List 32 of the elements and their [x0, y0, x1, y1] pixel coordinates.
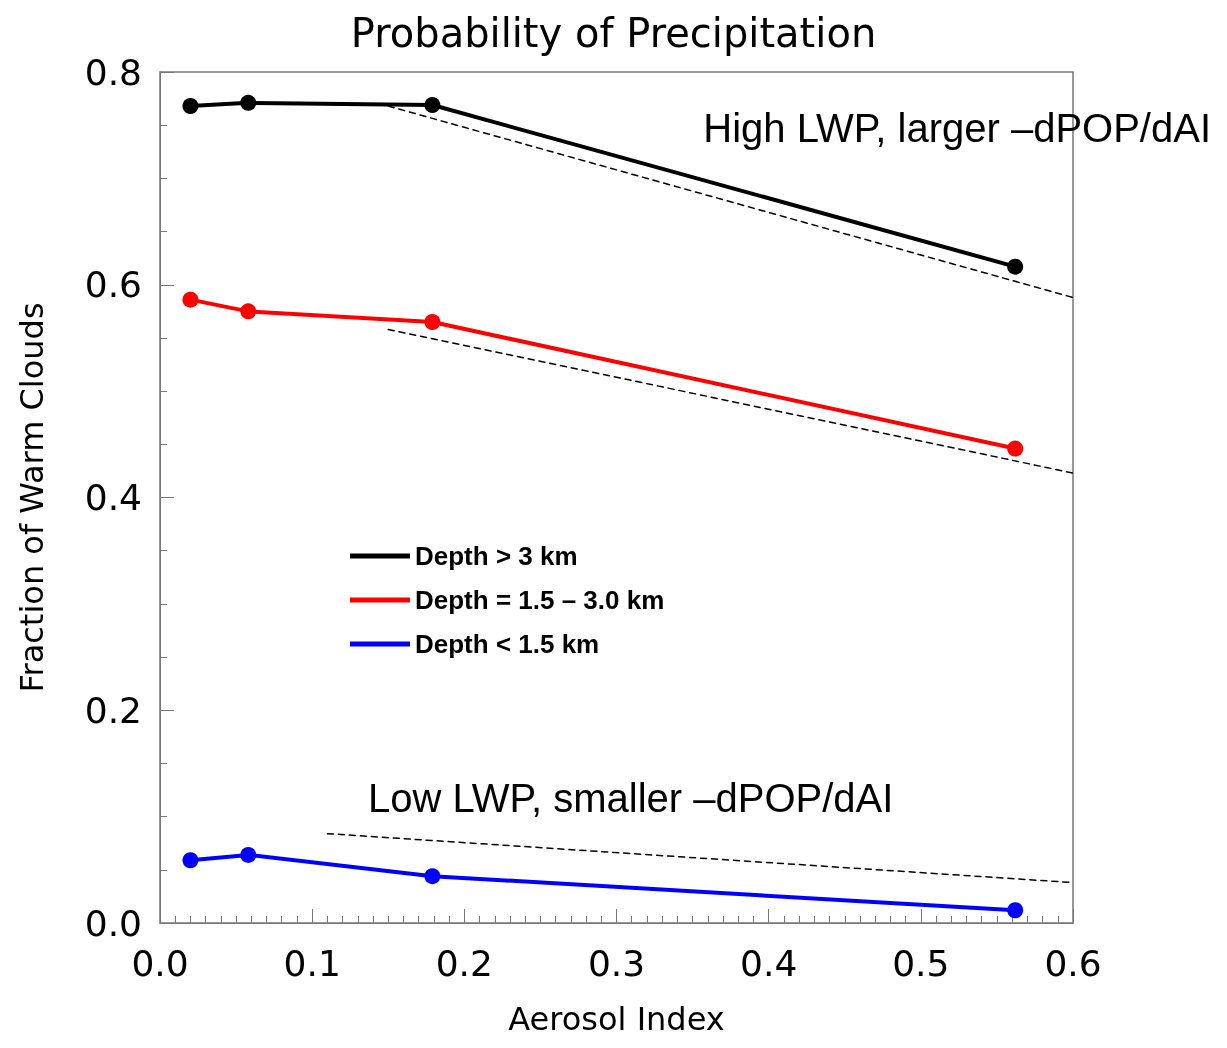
- point: [1007, 440, 1024, 457]
- point: [1007, 902, 1024, 919]
- x-tick-label: 0.2: [435, 942, 493, 984]
- y-tick-label: 0.4: [84, 477, 142, 518]
- x-tick-label: 0.1: [283, 942, 341, 984]
- x-axis-title: Aerosol Index: [508, 1000, 725, 1038]
- point: [424, 96, 441, 113]
- x-tick-label: 0.3: [587, 942, 646, 984]
- x-tick-label: 0.0: [131, 942, 189, 984]
- legend-label: Depth < 1.5 km: [415, 629, 600, 659]
- point: [240, 94, 257, 111]
- point: [240, 303, 257, 320]
- annotation: High LWP, larger –dPOP/dAI: [703, 106, 1211, 150]
- legend-label: Depth > 3 km: [415, 541, 578, 571]
- x-tick-label: 0.6: [1044, 942, 1102, 984]
- chart-title: Probability of Precipitation: [350, 10, 877, 56]
- point: [424, 313, 441, 330]
- y-tick-label: 0.0: [84, 902, 142, 944]
- y-tick-label: 0.8: [84, 51, 142, 93]
- point: [1007, 258, 1024, 275]
- annotation: Low LWP, smaller –dPOP/dAI: [368, 776, 894, 820]
- x-tick-label: 0.5: [892, 942, 950, 984]
- y-axis-title: Fraction of Warm Clouds: [13, 302, 51, 693]
- point: [424, 868, 441, 885]
- x-tick-label: 0.4: [740, 942, 798, 984]
- point: [182, 98, 199, 115]
- point: [182, 291, 199, 308]
- point: [182, 852, 199, 869]
- y-tick-label: 0.2: [84, 689, 142, 731]
- legend-label: Depth = 1.5 – 3.0 km: [415, 585, 665, 615]
- y-tick-label: 0.6: [84, 264, 142, 306]
- point: [240, 846, 257, 863]
